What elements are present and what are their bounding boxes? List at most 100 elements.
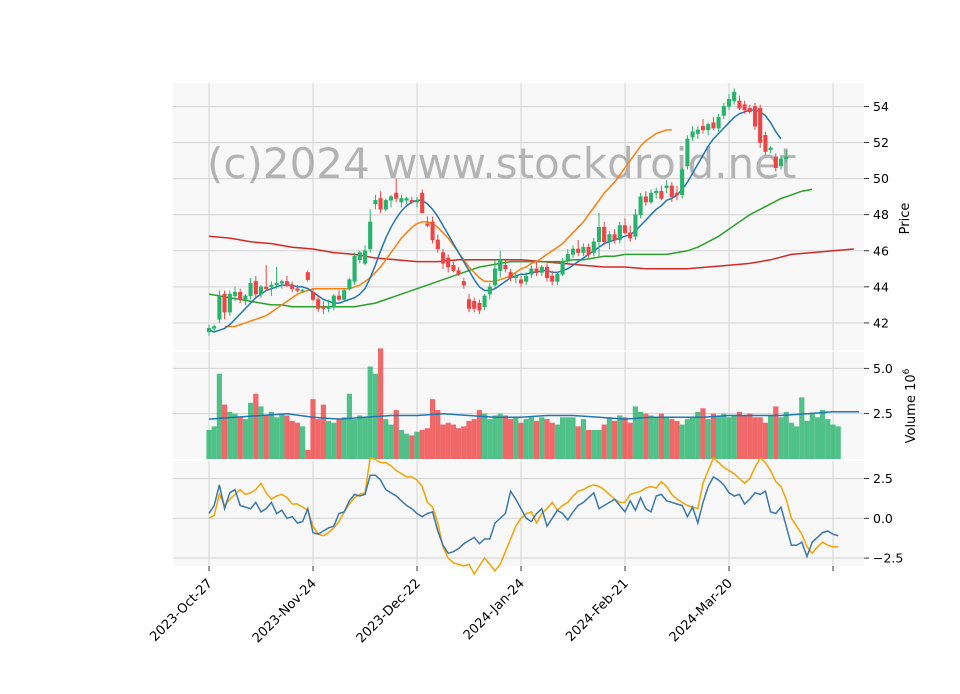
volume-bar [409, 435, 415, 459]
candle-body [253, 281, 258, 295]
candle-down [253, 276, 258, 298]
volume-ma-line [208, 411, 859, 420]
candle-up [784, 149, 789, 163]
volume-bar [752, 417, 758, 459]
candle-up [570, 245, 576, 258]
candle-body [674, 192, 680, 196]
volume-bar [310, 399, 316, 459]
volume-bar [669, 419, 675, 459]
volume-bar [705, 419, 711, 459]
candle-body [602, 227, 607, 243]
candle-down [305, 270, 310, 282]
x-axis-tick-label: 2024-Feb-21 [563, 576, 632, 645]
volume-bar [549, 422, 555, 459]
candle-body [461, 281, 466, 286]
candle-body [711, 122, 716, 129]
candle-up [342, 288, 347, 302]
candle-down [394, 178, 399, 203]
volume-bar [248, 402, 254, 459]
candle-body [404, 198, 409, 201]
candle-up [347, 277, 352, 291]
volume-bar [461, 426, 467, 459]
volume-bar [471, 419, 477, 459]
candle-up [414, 196, 420, 208]
candle-body [664, 185, 669, 188]
volume-bar [684, 419, 690, 459]
candle-body [388, 196, 394, 201]
candle-up [539, 265, 544, 277]
candle-body [581, 246, 586, 253]
candle-down [295, 285, 300, 293]
candle-up [680, 167, 685, 199]
volume-bar [757, 417, 763, 459]
volume-bar [450, 424, 456, 459]
volume-bar [690, 417, 696, 459]
candle-up [248, 277, 253, 300]
candle-body [310, 292, 316, 300]
candle-down [440, 248, 446, 269]
candle-body [243, 295, 248, 300]
volume-bar [695, 411, 701, 459]
candle-body [492, 268, 498, 286]
candle-down [576, 239, 581, 257]
candle-body [612, 234, 617, 241]
candle-body [591, 241, 596, 253]
candle-body [555, 273, 560, 282]
price-axis-tick-label: 44 [873, 279, 889, 294]
volume-bar [305, 449, 311, 459]
candle-up [638, 193, 643, 219]
candle-body [550, 275, 555, 282]
candle-up [607, 230, 612, 249]
candle-body [279, 281, 284, 284]
volume-bar [242, 419, 248, 459]
candle-body [628, 232, 633, 239]
candle-body [669, 185, 674, 197]
candle-up [565, 248, 570, 264]
candle-up [217, 290, 222, 323]
volume-bar [731, 415, 737, 459]
volume-bar [809, 413, 815, 459]
candle-body [513, 275, 518, 279]
volume-bar [814, 417, 820, 459]
volume-bar [700, 408, 706, 459]
candle-up [591, 238, 596, 257]
candle-body [394, 192, 399, 199]
volume-bar [591, 429, 597, 459]
candle-down [612, 229, 617, 244]
candle-body [544, 266, 550, 279]
candle-body [576, 248, 581, 253]
volume-bar [206, 429, 212, 459]
candle-up [716, 113, 721, 132]
candle-body [264, 286, 269, 289]
candle-body [768, 147, 773, 151]
candle-body [721, 106, 726, 116]
candle-body [633, 214, 638, 237]
price-axis-label: Price [898, 203, 913, 235]
volume-bar [648, 415, 654, 459]
candle-body [305, 272, 310, 280]
price-axis-tick-label: 52 [873, 135, 889, 150]
candle-up [258, 285, 264, 298]
candle-down [534, 261, 539, 277]
volume-bar [253, 393, 259, 459]
volume-bar [383, 419, 389, 459]
volume-bar [419, 429, 425, 459]
candle-body [326, 306, 331, 309]
candle-down [669, 182, 674, 203]
candle-up [326, 299, 331, 313]
x-axis-tick-label: 2024-Mar-20 [667, 576, 736, 645]
volume-bar [778, 417, 784, 459]
volume-bar [820, 410, 826, 459]
candle-body [212, 326, 217, 329]
volume-bar [612, 420, 618, 459]
volume-bar [794, 426, 800, 459]
volume-bar [622, 417, 628, 459]
candle-down [425, 216, 430, 228]
candle-up [690, 126, 695, 141]
candle-up [721, 102, 726, 120]
candle-body [508, 272, 513, 279]
volume-bar [320, 404, 326, 459]
candle-up [212, 324, 217, 332]
candle-body [378, 198, 383, 210]
